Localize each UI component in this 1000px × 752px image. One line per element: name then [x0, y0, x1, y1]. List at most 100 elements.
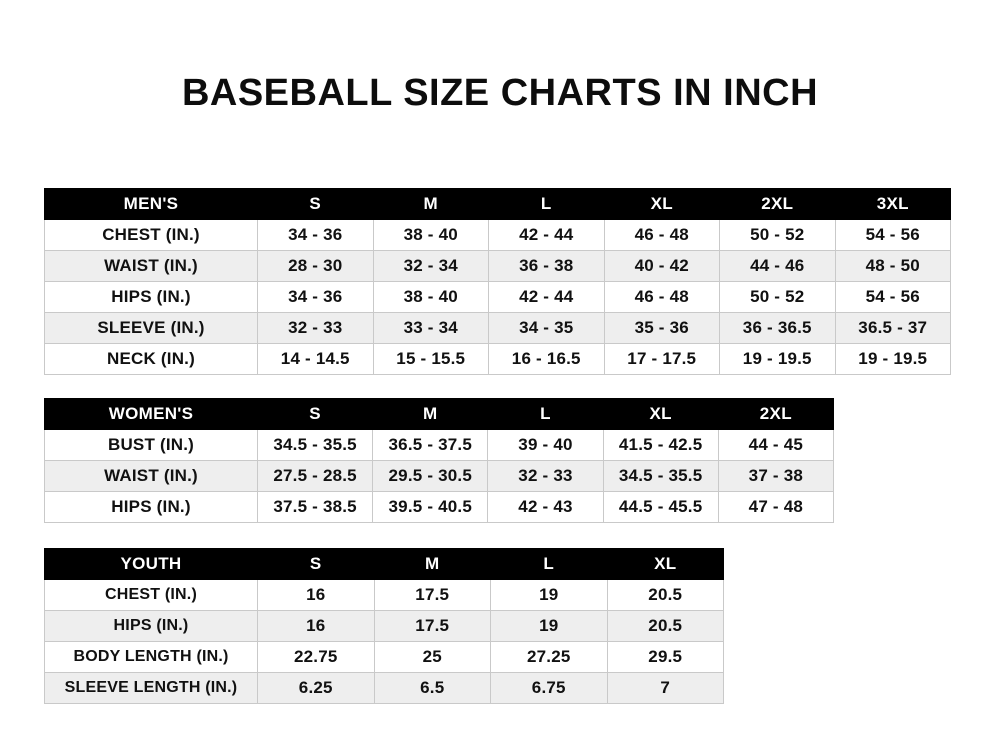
measurement-value: 25 [373, 641, 491, 673]
size-header-l: L [490, 548, 608, 580]
measurement-label: NECK (IN.) [44, 343, 258, 375]
measurement-value: 41.5 - 42.5 [602, 429, 719, 461]
mens-size-table: MEN'S S M L XL 2XL 3XL CHEST (IN.) 34 - 36 38 - … [44, 188, 951, 375]
measurement-value: 32 - 33 [487, 460, 604, 492]
table-row: BODY LENGTH (IN.) 22.75 25 27.25 29.5 [44, 641, 724, 673]
table-header-row: WOMEN'S S M L XL 2XL [44, 398, 834, 430]
measurement-value: 6.25 [257, 672, 375, 704]
measurement-value: 34.5 - 35.5 [256, 429, 374, 461]
size-header-xl: XL [602, 398, 719, 430]
mens-table-body: CHEST (IN.) 34 - 36 38 - 40 42 - 44 46 - 48 5… [44, 219, 951, 375]
measurement-value: 36 - 38 [488, 250, 605, 282]
measurement-value: 14 - 14.5 [257, 343, 374, 375]
size-header-l: L [488, 188, 605, 220]
measurement-value: 19 - 19.5 [834, 343, 951, 375]
measurement-value: 20.5 [606, 610, 724, 642]
measurement-value: 50 - 52 [719, 219, 836, 251]
measurement-value: 39 - 40 [487, 429, 604, 461]
youth-size-table: YOUTH S M L XL CHEST (IN.) 16 17.5 19 20.5 HIPS (… [44, 548, 724, 704]
table-row: HIPS (IN.) 16 17.5 19 20.5 [44, 610, 724, 642]
size-header-m: M [372, 188, 489, 220]
measurement-value: 35 - 36 [603, 312, 720, 344]
size-header-m: M [372, 398, 489, 430]
measurement-value: 54 - 56 [834, 281, 951, 313]
womens-table-body: BUST (IN.) 34.5 - 35.5 36.5 - 37.5 39 - 40 4… [44, 429, 834, 523]
measurement-label: WAIST (IN.) [44, 250, 258, 282]
size-header-m: M [373, 548, 491, 580]
measurement-value: 27.5 - 28.5 [256, 460, 374, 492]
measurement-label: BUST (IN.) [44, 429, 258, 461]
table-row: NECK (IN.) 14 - 14.5 15 - 15.5 16 - 16.5 17 … [44, 343, 951, 375]
measurement-value: 37 - 38 [717, 460, 834, 492]
womens-size-table: WOMEN'S S M L XL 2XL BUST (IN.) 34.5 - 35.5 36.… [44, 398, 834, 523]
measurement-value: 32 - 33 [257, 312, 374, 344]
category-header: YOUTH [44, 548, 258, 580]
size-header-s: S [256, 398, 374, 430]
measurement-value: 38 - 40 [372, 281, 489, 313]
table-row: HIPS (IN.) 34 - 36 38 - 40 42 - 44 46 - 48 50… [44, 281, 951, 313]
size-header-l: L [487, 398, 604, 430]
measurement-label: HIPS (IN.) [44, 491, 258, 523]
measurement-label: HIPS (IN.) [44, 610, 258, 642]
table-header-row: YOUTH S M L XL [44, 548, 724, 580]
measurement-value: 38 - 40 [372, 219, 489, 251]
measurement-value: 16 - 16.5 [488, 343, 605, 375]
measurement-value: 40 - 42 [603, 250, 720, 282]
measurement-value: 37.5 - 38.5 [256, 491, 374, 523]
size-header-2xl: 2XL [719, 188, 836, 220]
measurement-value: 36.5 - 37.5 [372, 429, 489, 461]
measurement-value: 39.5 - 40.5 [372, 491, 489, 523]
measurement-value: 16 [257, 610, 375, 642]
measurement-value: 19 [490, 610, 608, 642]
measurement-value: 20.5 [606, 579, 724, 611]
measurement-value: 17.5 [373, 610, 491, 642]
measurement-value: 34 - 35 [488, 312, 605, 344]
measurement-value: 6.5 [373, 672, 491, 704]
measurement-value: 42 - 44 [488, 219, 605, 251]
size-header-s: S [257, 188, 374, 220]
measurement-value: 47 - 48 [717, 491, 834, 523]
womens-table-head: WOMEN'S S M L XL 2XL [44, 398, 834, 430]
measurement-value: 19 [490, 579, 608, 611]
measurement-value: 36 - 36.5 [719, 312, 836, 344]
table-row: WAIST (IN.) 27.5 - 28.5 29.5 - 30.5 32 - 33… [44, 460, 834, 492]
mens-table-head: MEN'S S M L XL 2XL 3XL [44, 188, 951, 220]
measurement-value: 6.75 [490, 672, 608, 704]
table-row: CHEST (IN.) 34 - 36 38 - 40 42 - 44 46 - 48 5… [44, 219, 951, 251]
measurement-value: 50 - 52 [719, 281, 836, 313]
table-row: WAIST (IN.) 28 - 30 32 - 34 36 - 38 40 - 42 4… [44, 250, 951, 282]
measurement-value: 48 - 50 [834, 250, 951, 282]
measurement-label: SLEEVE (IN.) [44, 312, 258, 344]
measurement-value: 17 - 17.5 [603, 343, 720, 375]
measurement-value: 44 - 46 [719, 250, 836, 282]
measurement-label: SLEEVE LENGTH (IN.) [44, 672, 258, 704]
measurement-value: 29.5 [606, 641, 724, 673]
measurement-value: 34 - 36 [257, 219, 374, 251]
measurement-value: 28 - 30 [257, 250, 374, 282]
measurement-value: 27.25 [490, 641, 608, 673]
measurement-value: 46 - 48 [603, 219, 720, 251]
size-header-xl: XL [603, 188, 720, 220]
measurement-value: 46 - 48 [603, 281, 720, 313]
measurement-value: 7 [606, 672, 724, 704]
youth-table-body: CHEST (IN.) 16 17.5 19 20.5 HIPS (IN.) 16 17.5 1… [44, 579, 724, 704]
size-header-3xl: 3XL [834, 188, 951, 220]
measurement-value: 44.5 - 45.5 [602, 491, 719, 523]
measurement-value: 34 - 36 [257, 281, 374, 313]
size-header-s: S [257, 548, 375, 580]
measurement-value: 34.5 - 35.5 [602, 460, 719, 492]
measurement-value: 33 - 34 [372, 312, 489, 344]
measurement-value: 54 - 56 [834, 219, 951, 251]
measurement-value: 36.5 - 37 [834, 312, 951, 344]
measurement-label: CHEST (IN.) [44, 579, 258, 611]
measurement-label: CHEST (IN.) [44, 219, 258, 251]
table-row: SLEEVE LENGTH (IN.) 6.25 6.5 6.75 7 [44, 672, 724, 704]
measurement-value: 29.5 - 30.5 [372, 460, 489, 492]
table-row: HIPS (IN.) 37.5 - 38.5 39.5 - 40.5 42 - 43 4… [44, 491, 834, 523]
table-header-row: MEN'S S M L XL 2XL 3XL [44, 188, 951, 220]
table-row: SLEEVE (IN.) 32 - 33 33 - 34 34 - 35 35 - 36… [44, 312, 951, 344]
measurement-value: 17.5 [373, 579, 491, 611]
category-header: WOMEN'S [44, 398, 258, 430]
measurement-value: 16 [257, 579, 375, 611]
